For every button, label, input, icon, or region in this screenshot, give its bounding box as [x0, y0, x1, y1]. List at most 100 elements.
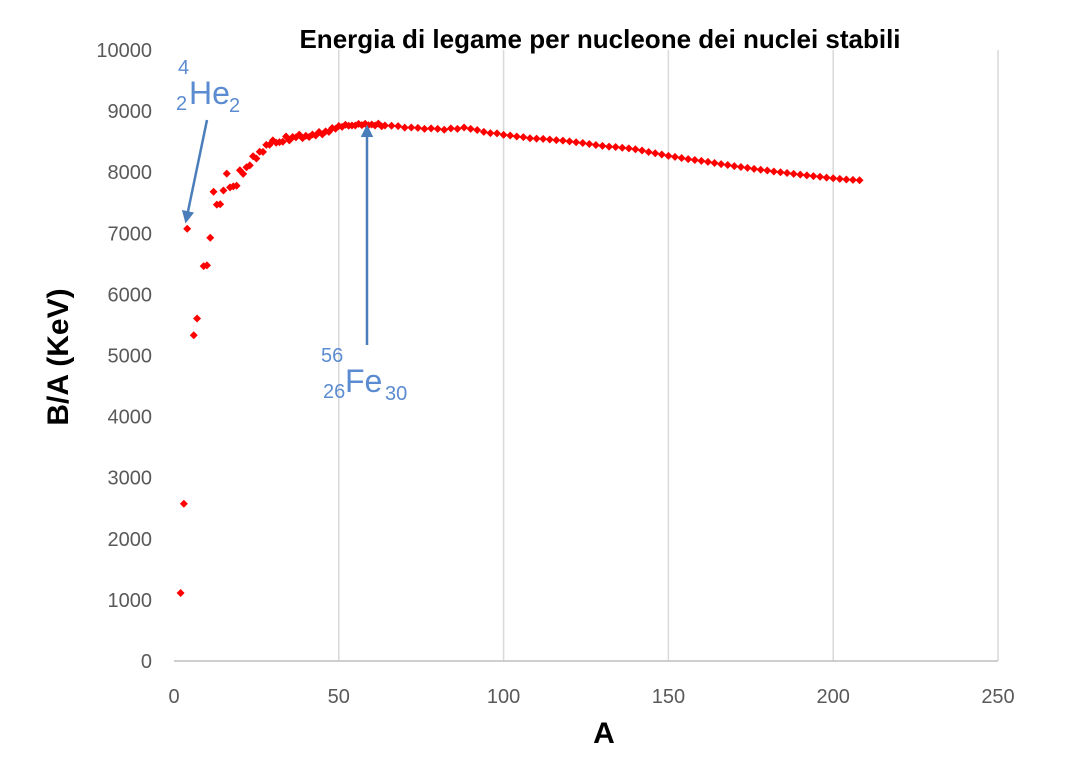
- data-point: [193, 314, 202, 323]
- data-point: [512, 132, 521, 141]
- y-tick-label: 1000: [108, 590, 153, 612]
- data-point: [189, 331, 198, 340]
- data-point: [209, 187, 218, 196]
- data-point: [822, 173, 831, 182]
- data-point: [380, 121, 389, 130]
- data-point: [664, 151, 673, 160]
- data-point: [341, 120, 350, 129]
- y-tick-label: 8000: [108, 162, 153, 184]
- data-point: [258, 147, 267, 156]
- annotation-arrow: [181, 119, 209, 224]
- x-tick-label: 250: [981, 686, 1014, 708]
- data-point: [216, 200, 225, 209]
- data-point: [453, 124, 462, 133]
- data-point: [427, 124, 436, 133]
- data-point: [598, 141, 607, 150]
- mass-number: 56: [321, 345, 343, 367]
- data-point: [651, 149, 660, 158]
- element-symbol: He: [189, 75, 230, 111]
- data-point: [723, 160, 732, 169]
- data-point: [565, 137, 574, 146]
- data-point: [776, 168, 785, 177]
- data-point: [730, 162, 739, 171]
- data-point: [525, 134, 534, 143]
- data-point: [420, 124, 429, 133]
- data-point: [176, 589, 185, 598]
- data-point: [407, 123, 416, 132]
- x-tick-label: 100: [487, 686, 520, 708]
- data-point: [278, 137, 287, 146]
- data-point: [206, 233, 215, 242]
- data-point: [829, 174, 838, 183]
- data-point: [736, 163, 745, 172]
- data-point: [219, 186, 228, 195]
- data-point: [697, 156, 706, 165]
- data-point: [842, 175, 851, 184]
- data-point: [631, 145, 640, 154]
- y-tick-label: 7000: [108, 223, 153, 245]
- data-point: [519, 133, 528, 142]
- y-axis-ticks: 0 1000 2000 3000 4000 5000 6000 7000 8000 9000 100…: [96, 40, 152, 673]
- data-point: [387, 121, 396, 130]
- data-point: [506, 131, 515, 140]
- data-point: [400, 123, 409, 132]
- data-point: [802, 171, 811, 180]
- data-point: [855, 176, 864, 185]
- data-point: [460, 123, 469, 132]
- data-point: [835, 174, 844, 183]
- x-tick-label: 200: [817, 686, 850, 708]
- data-point: [783, 169, 792, 178]
- data-point: [558, 136, 567, 145]
- data-point: [717, 160, 726, 169]
- data-point: [657, 150, 666, 159]
- data-point: [433, 124, 442, 133]
- data-point: [486, 129, 495, 138]
- data-point: [796, 170, 805, 179]
- data-point: [394, 122, 403, 131]
- data-point: [446, 124, 455, 133]
- data-point: [624, 144, 633, 153]
- data-point: [334, 122, 343, 131]
- data-point: [756, 165, 765, 174]
- data-point: [848, 175, 857, 184]
- y-tick-label: 3000: [108, 468, 153, 490]
- chart-title: Energia di legame per nucleone dei nucle…: [299, 24, 900, 54]
- data-point: [591, 141, 600, 150]
- annotation-fe: 56 26 Fe 30: [321, 124, 407, 405]
- data-point: [618, 143, 627, 152]
- data-point: [539, 134, 548, 143]
- data-point: [572, 138, 581, 147]
- atomic-number: 2: [176, 93, 187, 115]
- data-point: [545, 135, 554, 144]
- neutron-number: 30: [385, 383, 407, 405]
- data-point: [578, 138, 587, 147]
- annotations: 4 2 He 2 56 26 Fe 30: [176, 57, 407, 405]
- data-point: [479, 127, 488, 136]
- data-point: [816, 172, 825, 181]
- data-point: [763, 166, 772, 175]
- data-point: [245, 161, 254, 170]
- data-point: [493, 129, 502, 138]
- data-point: [743, 163, 752, 172]
- data-point: [552, 136, 561, 145]
- data-point: [644, 148, 653, 157]
- data-point: [769, 167, 778, 176]
- y-tick-label: 10000: [96, 40, 152, 62]
- data-point: [684, 155, 693, 164]
- data-point: [183, 224, 192, 233]
- data-point: [703, 157, 712, 166]
- data-point: [605, 142, 614, 151]
- x-axis-label: A: [593, 717, 615, 750]
- x-tick-label: 50: [328, 686, 350, 708]
- data-point: [202, 261, 211, 270]
- data-point: [532, 134, 541, 143]
- data-point: [809, 172, 818, 181]
- data-point: [677, 153, 686, 162]
- data-point: [466, 124, 475, 133]
- data-point: [585, 139, 594, 148]
- gridlines: [338, 50, 999, 661]
- data-point: [690, 155, 699, 164]
- y-tick-label: 4000: [108, 407, 153, 429]
- y-axis-label: B/A (KeV): [42, 288, 75, 425]
